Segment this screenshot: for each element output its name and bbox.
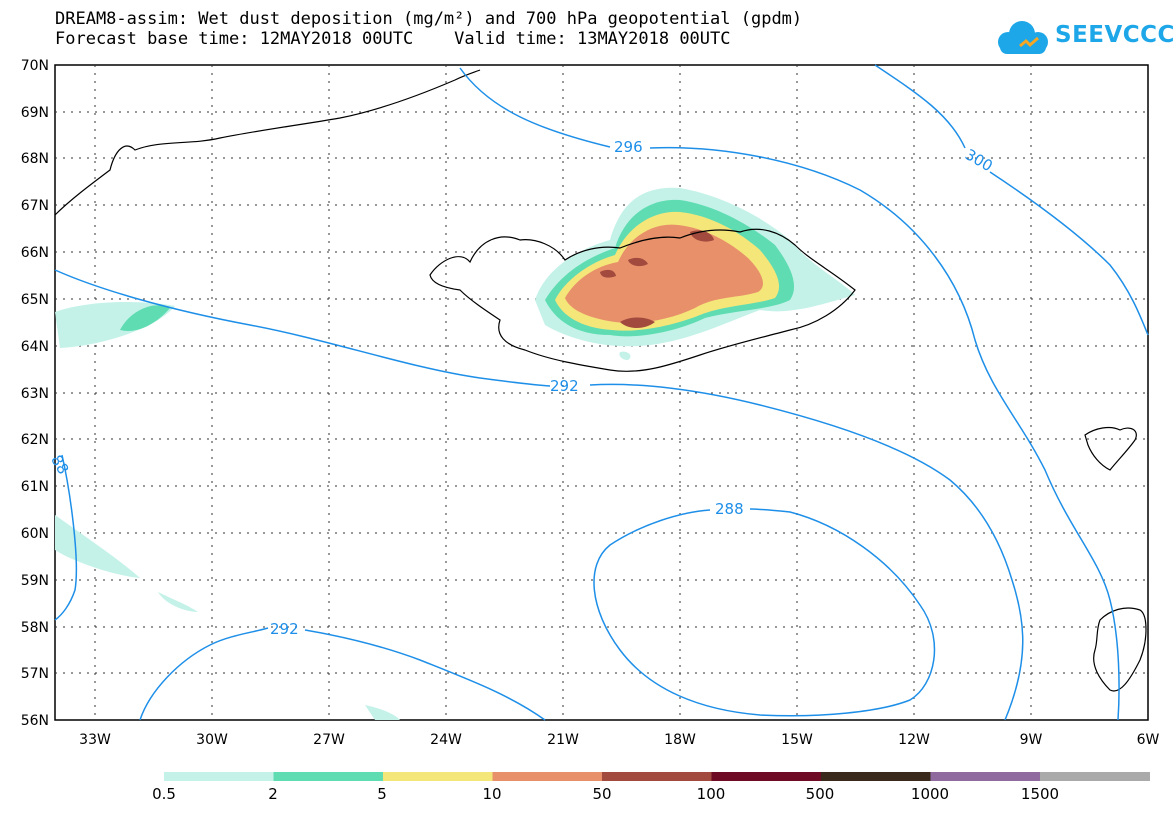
lat-label: 63N	[21, 386, 49, 402]
lat-label: 68N	[21, 151, 49, 167]
lon-label: 6W	[1137, 732, 1160, 748]
grid-lines	[55, 65, 1148, 720]
contour-label: 288	[715, 500, 744, 518]
colorbar-label: 1000	[910, 785, 950, 803]
colorbar-swatch	[492, 772, 603, 781]
colorbar-swatch	[383, 772, 493, 781]
colorbar-label: 50	[592, 785, 612, 803]
colorbar-label: 500	[805, 785, 835, 803]
latitude-labels: 70N 69N 68N 67N 66N 65N 64N 63N 62N 61N …	[21, 58, 49, 729]
contour-label: 296	[614, 138, 643, 156]
lat-label: 69N	[21, 105, 49, 121]
colorbar-label: 0.5	[152, 785, 176, 803]
lat-label: 64N	[21, 339, 49, 355]
longitude-labels: 33W 30W 27W 24W 21W 18W 15W 12W 9W 6W	[79, 732, 1159, 748]
lon-label: 15W	[781, 732, 813, 748]
colorbar-swatch	[602, 772, 712, 781]
lat-label: 56N	[21, 713, 49, 729]
colorbar-label: 10	[482, 785, 502, 803]
colorbar	[164, 772, 1150, 781]
lat-label: 62N	[21, 432, 49, 448]
colorbar-swatch	[273, 772, 384, 781]
coastlines	[54, 69, 1147, 692]
colorbar-label: 1500	[1020, 785, 1060, 803]
lat-label: 70N	[21, 58, 49, 74]
colorbar-label: 5	[377, 785, 387, 803]
lat-label: 58N	[21, 620, 49, 636]
lon-label: 30W	[196, 732, 228, 748]
map-title-line2: Forecast base time: 12MAY2018 00UTC Vali…	[55, 29, 731, 49]
geopotential-contours	[54, 64, 1149, 721]
lat-label: 57N	[21, 666, 49, 682]
colorbar-label: 100	[696, 785, 726, 803]
colorbar-swatch	[164, 772, 274, 781]
lon-label: 9W	[1020, 732, 1043, 748]
plot-frame	[54, 64, 1149, 721]
lat-label: 66N	[21, 245, 49, 261]
lat-label: 65N	[21, 292, 49, 308]
lon-label: 24W	[430, 732, 462, 748]
colorbar-label: 2	[268, 785, 278, 803]
dust-deposition-field	[55, 187, 855, 720]
lon-label: 27W	[313, 732, 345, 748]
lat-label: 59N	[21, 573, 49, 589]
map-title-line1: DREAM8-assim: Wet dust deposition (mg/m²…	[55, 9, 803, 29]
cloud-logo-icon	[998, 21, 1048, 54]
lat-label: 61N	[21, 479, 49, 495]
lon-label: 33W	[79, 732, 111, 748]
contour-label: 292	[270, 620, 299, 638]
lon-label: 21W	[547, 732, 579, 748]
colorbar-swatch	[711, 772, 822, 781]
lon-label: 18W	[664, 732, 696, 748]
logo-text: SEEVCCC	[1055, 22, 1175, 48]
lat-label: 67N	[21, 198, 49, 214]
lon-label: 12W	[898, 732, 930, 748]
colorbar-swatch	[821, 772, 931, 781]
colorbar-swatch	[1040, 772, 1150, 781]
contour-label: 292	[550, 377, 579, 395]
lat-label: 60N	[21, 526, 49, 542]
colorbar-swatch	[930, 772, 1041, 781]
